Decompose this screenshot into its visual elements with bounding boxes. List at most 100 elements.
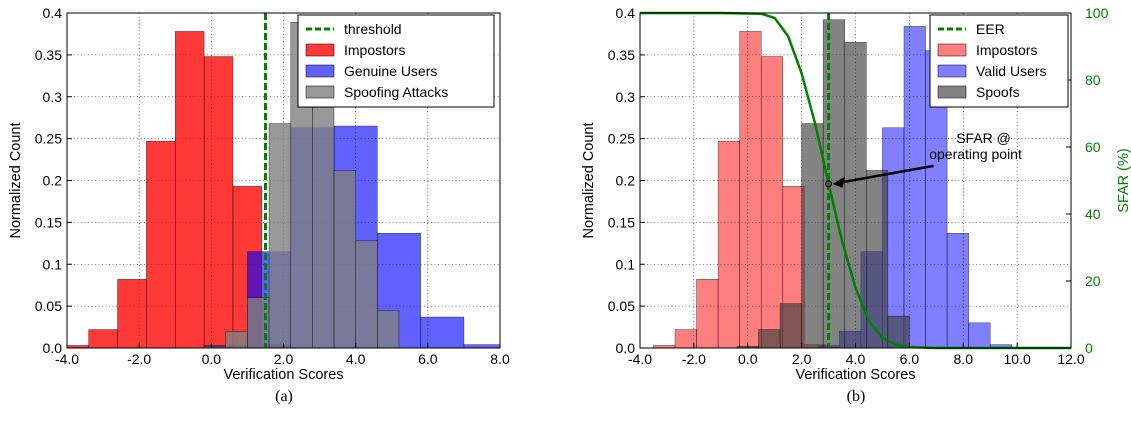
- legend-label: Impostors: [976, 42, 1037, 58]
- x-tick-label: -2.0: [682, 351, 706, 367]
- histogram-bar: [844, 42, 867, 349]
- legend-label: EER: [976, 21, 1005, 37]
- y2-tick-label: 60: [1085, 139, 1101, 155]
- panel-b-sfar-curve: [640, 11, 1071, 350]
- y-tick-label: 0.15: [35, 214, 62, 230]
- panel-b-x-ticks: -4.0 -2.0 0.0 2.0 4.0 6.0 8.0 10.0 12.0: [628, 343, 1085, 367]
- series-spoofing-attacks: [203, 21, 400, 349]
- histogram-bar: [946, 233, 969, 349]
- y-tick-label: 0.0: [616, 340, 636, 356]
- histogram-bar: [739, 31, 762, 349]
- histogram-bar: [717, 140, 740, 349]
- panel-a-y-ticks: 0.0 0.05 0.1 0.15 0.2 0.25 0.3 0.35 0.4: [35, 5, 72, 356]
- y-tick-label: 0.4: [616, 5, 636, 21]
- histogram-bar: [268, 123, 291, 349]
- x-tick-label: 6.0: [418, 351, 438, 367]
- legend-swatch: [937, 85, 967, 99]
- histogram-bar: [117, 279, 147, 349]
- legend-entry: Spoofing Attacks: [305, 84, 448, 100]
- panel-a-x-ticks: -4.0 -2.0 0.0 2.0 4.0 6.0 8.0: [55, 343, 510, 367]
- y2-tick-label: 40: [1085, 206, 1101, 222]
- y-tick-label: 0.35: [35, 47, 62, 63]
- y-tick-label: 0.05: [35, 298, 62, 314]
- histogram-bar: [88, 329, 118, 349]
- legend-entry: EER: [938, 21, 1005, 37]
- histogram-bar: [333, 170, 356, 349]
- histogram-bar: [903, 26, 926, 349]
- y2-tick-label: 20: [1085, 273, 1101, 289]
- series-impostors: [653, 31, 827, 349]
- histogram-bar: [674, 329, 697, 349]
- legend-label: Genuine Users: [344, 63, 437, 79]
- histogram-bar: [225, 331, 248, 349]
- annotation-text-line1: SFAR @: [956, 130, 1011, 146]
- legend-entry: Valid Users: [937, 63, 1047, 79]
- y-tick-label: 0.15: [608, 214, 635, 230]
- histogram-bar: [355, 240, 378, 349]
- legend-swatch: [305, 43, 335, 57]
- panel-b-caption: (b): [847, 388, 866, 405]
- legend-entry: Impostors: [937, 42, 1037, 58]
- panel-a-x-axis-label: Verification Scores: [223, 367, 343, 383]
- histogram-bar: [801, 123, 824, 349]
- panel-a-chart: -4.0 -2.0 0.0 2.0 4.0 6.0 8.0 0.00.050.10.150.…: [8, 5, 510, 405]
- legend-label: Impostors: [344, 42, 405, 58]
- histogram-bar: [175, 31, 205, 349]
- sfar-line: [640, 11, 1071, 350]
- histogram-bar: [420, 316, 465, 349]
- legend-swatch: [305, 64, 335, 78]
- histogram-bar: [758, 329, 781, 349]
- annotation-arrow-shaft: [838, 164, 934, 185]
- legend-label: Valid Users: [976, 63, 1047, 79]
- y-tick-label: 0.25: [608, 131, 635, 147]
- histogram-bar: [968, 322, 991, 349]
- y-tick-label: 0.2: [43, 173, 63, 189]
- annotation-arrow-head: [832, 176, 845, 188]
- panel-b-chart: -4.0 -2.0 0.0 2.0 4.0 6.0 8.0 10.0 12.0 0.00.050…: [581, 5, 1131, 405]
- panel-a-bars: [66, 21, 501, 349]
- panel-b-y-axis-label: Normalized Count: [581, 122, 597, 238]
- x-tick-label: 6.0: [900, 351, 920, 367]
- legend-label: Spoofs: [976, 84, 1020, 100]
- x-tick-label: 4.0: [346, 351, 366, 367]
- panel-b-y2-ticks: 0 20 40 60 80 100: [1066, 5, 1109, 356]
- legend-swatch: [305, 85, 335, 99]
- panel-b-annotation: SFAR @ operating point: [825, 130, 1022, 188]
- legend-swatch: [937, 43, 967, 57]
- y-tick-label: 0.4: [43, 5, 63, 21]
- y-tick-label: 0.0: [43, 340, 63, 356]
- annotation-text-line2: operating point: [929, 146, 1022, 162]
- x-tick-label: 0.0: [738, 351, 758, 367]
- x-tick-label: 4.0: [846, 351, 866, 367]
- y-tick-label: 0.05: [608, 298, 635, 314]
- legend-label: threshold: [344, 21, 402, 37]
- histogram-bar: [377, 310, 400, 349]
- legend-entry: Spoofs: [937, 84, 1020, 100]
- x-tick-label: -2.0: [127, 351, 151, 367]
- histogram-bar: [760, 56, 784, 349]
- x-tick-label: 8.0: [490, 351, 510, 367]
- panel-b-x-axis-label: Verification Scores: [795, 367, 915, 383]
- y-tick-label: 0.3: [616, 89, 636, 105]
- histogram-bar: [146, 140, 176, 349]
- legend-label: Spoofing Attacks: [344, 84, 448, 100]
- histogram-bar: [779, 303, 802, 349]
- panel-a-legend: threshold Impostors Genuine Users Spoofing …: [297, 14, 495, 108]
- legend-entry: Impostors: [305, 42, 405, 58]
- y-tick-label: 0.1: [616, 256, 636, 272]
- y-tick-label: 0.1: [43, 256, 63, 272]
- y2-tick-label: 80: [1085, 72, 1101, 88]
- histogram-bar: [203, 56, 234, 349]
- x-tick-label: 2.0: [792, 351, 812, 367]
- y-tick-label: 0.35: [608, 47, 635, 63]
- legend-swatch: [937, 64, 967, 78]
- x-tick-label: -4.0: [628, 351, 652, 367]
- panel-b-y-ticks: 0.0 0.05 0.1 0.15 0.2 0.25 0.3 0.35 0.4: [608, 5, 645, 356]
- histogram-bar: [696, 279, 719, 349]
- y-tick-label: 0.2: [616, 173, 636, 189]
- y-tick-label: 0.3: [43, 89, 63, 105]
- x-tick-label: 2.0: [274, 351, 294, 367]
- x-tick-label: 0.0: [202, 351, 222, 367]
- legend-entry: Genuine Users: [305, 63, 437, 79]
